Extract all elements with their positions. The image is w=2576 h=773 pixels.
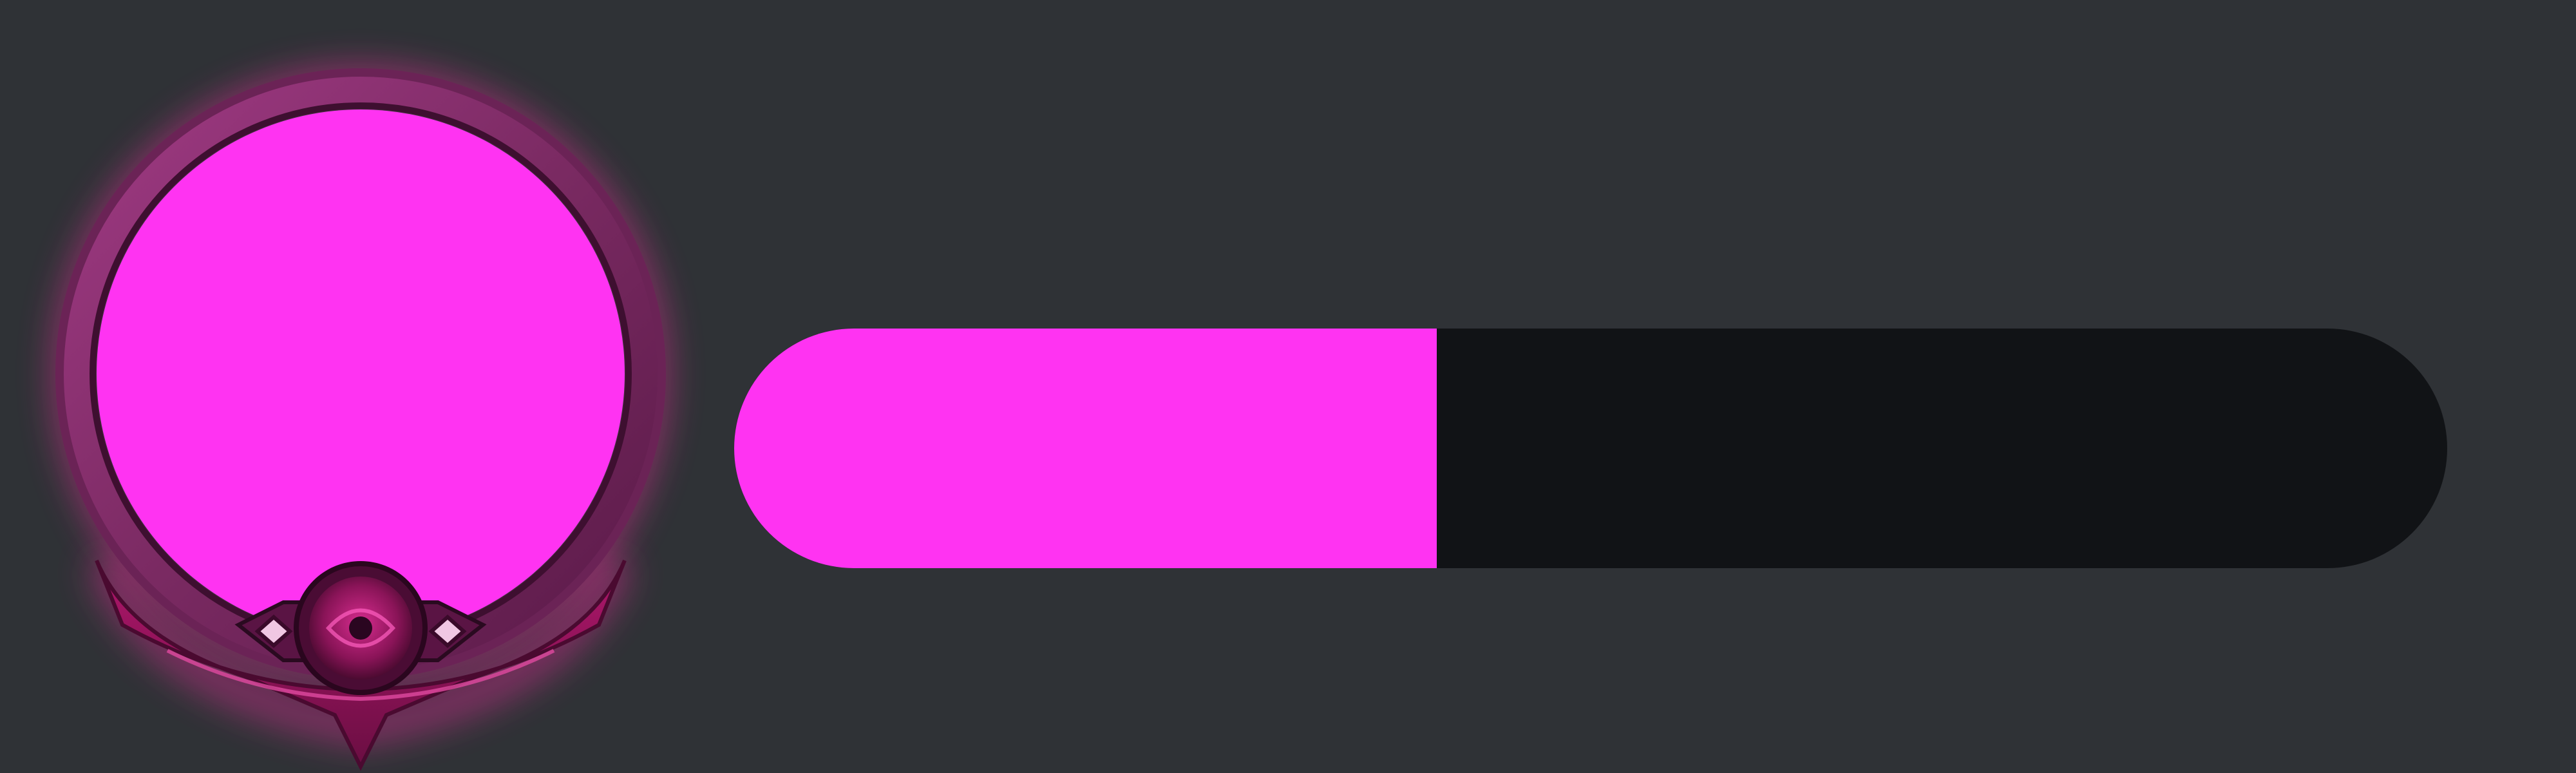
left-diamond-icon bbox=[254, 615, 293, 648]
right-diamond-icon bbox=[428, 615, 467, 648]
frame-bottom-wings bbox=[95, 559, 627, 771]
avatar bbox=[26, 58, 696, 773]
progress-fill bbox=[734, 329, 1437, 568]
portrait-area bbox=[97, 110, 625, 638]
experience-progress-bar bbox=[734, 329, 2447, 568]
level-border-frame-icon bbox=[55, 68, 667, 771]
